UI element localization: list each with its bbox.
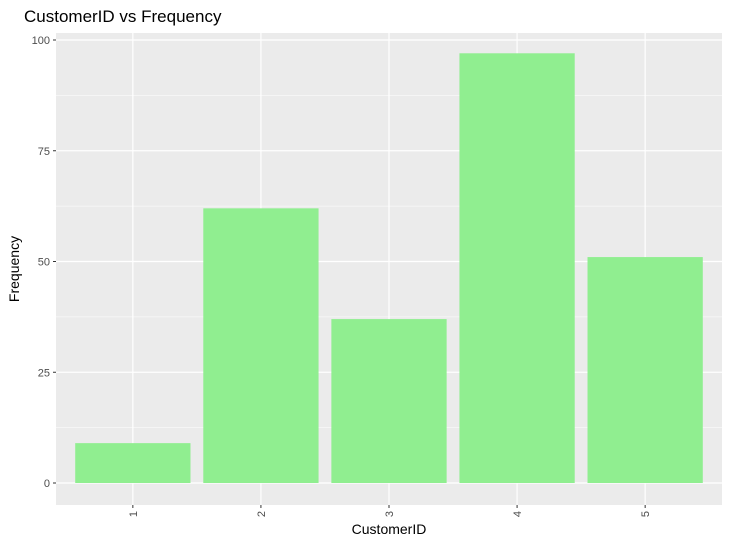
bars-group — [75, 53, 703, 483]
x-tick-label: 3 — [384, 511, 396, 517]
y-tick-label: 25 — [38, 367, 50, 379]
bar-2 — [203, 208, 319, 483]
y-tick-label: 75 — [38, 146, 50, 158]
x-tick-label: 1 — [128, 511, 140, 517]
y-tick-label: 0 — [44, 478, 50, 490]
bar-1 — [75, 443, 191, 483]
bar-4 — [459, 53, 575, 483]
y-axis: 0 25 50 75 100 — [32, 35, 56, 490]
y-axis-title: Frequency — [6, 236, 22, 302]
y-tick-label: 100 — [32, 35, 50, 47]
x-tick-label: 5 — [640, 511, 652, 517]
x-tick-label: 2 — [256, 511, 268, 517]
x-tick-label: 4 — [512, 511, 524, 517]
bar-5 — [587, 257, 703, 483]
x-axis-title: CustomerID — [352, 521, 427, 537]
bar-3 — [331, 319, 447, 483]
y-tick-label: 50 — [38, 257, 50, 269]
chart-title: CustomerID vs Frequency — [24, 7, 222, 26]
x-axis: 1 2 3 4 5 — [128, 505, 652, 517]
